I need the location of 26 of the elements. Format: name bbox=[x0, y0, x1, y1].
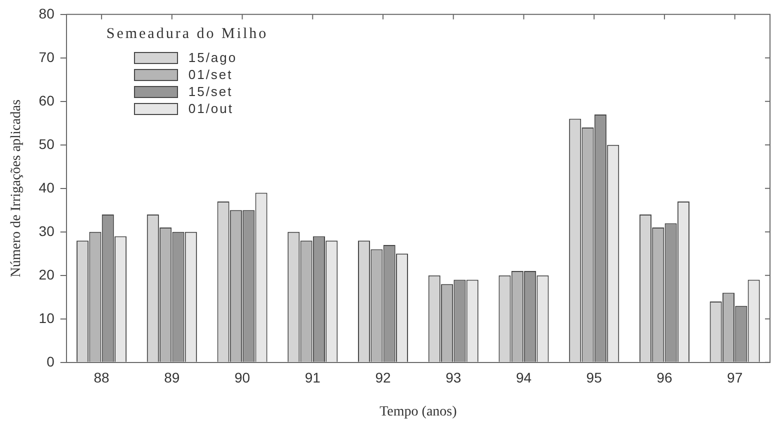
legend-label: 15/set bbox=[188, 84, 233, 100]
legend-label: 01/set bbox=[188, 67, 233, 82]
y-tick-label: 40 bbox=[38, 179, 55, 196]
y-tick-label: 50 bbox=[38, 136, 55, 152]
x-tick-label: 89 bbox=[164, 370, 180, 386]
y-tick-label: 10 bbox=[38, 310, 55, 326]
legend-title: Semeadura do Milho bbox=[106, 26, 268, 44]
x-tick-label: 93 bbox=[446, 370, 462, 386]
x-axis-title: Tempo (anos) bbox=[380, 404, 458, 420]
y-tick-label: 30 bbox=[38, 222, 55, 239]
x-tick-label: 96 bbox=[656, 370, 672, 386]
x-tick-label: 95 bbox=[586, 370, 602, 386]
y-tick-label: 70 bbox=[38, 48, 55, 65]
x-tick-label: 91 bbox=[304, 370, 321, 386]
x-tick-label: 88 bbox=[94, 370, 110, 386]
y-tick-label: 60 bbox=[38, 92, 55, 108]
y-axis-title: Número de Irrigações aplicadas bbox=[9, 100, 24, 278]
y-tick-label: 0 bbox=[46, 353, 55, 370]
legend-label: 01/out bbox=[188, 101, 234, 116]
legend-label: 15/ago bbox=[188, 50, 238, 66]
x-tick-label: 94 bbox=[516, 370, 532, 386]
x-tick-label: 92 bbox=[375, 370, 391, 386]
x-tick-label: 97 bbox=[727, 370, 743, 386]
x-tick-label: 90 bbox=[234, 370, 250, 386]
y-tick-label: 20 bbox=[38, 266, 55, 282]
y-tick-label: 80 bbox=[38, 5, 55, 22]
